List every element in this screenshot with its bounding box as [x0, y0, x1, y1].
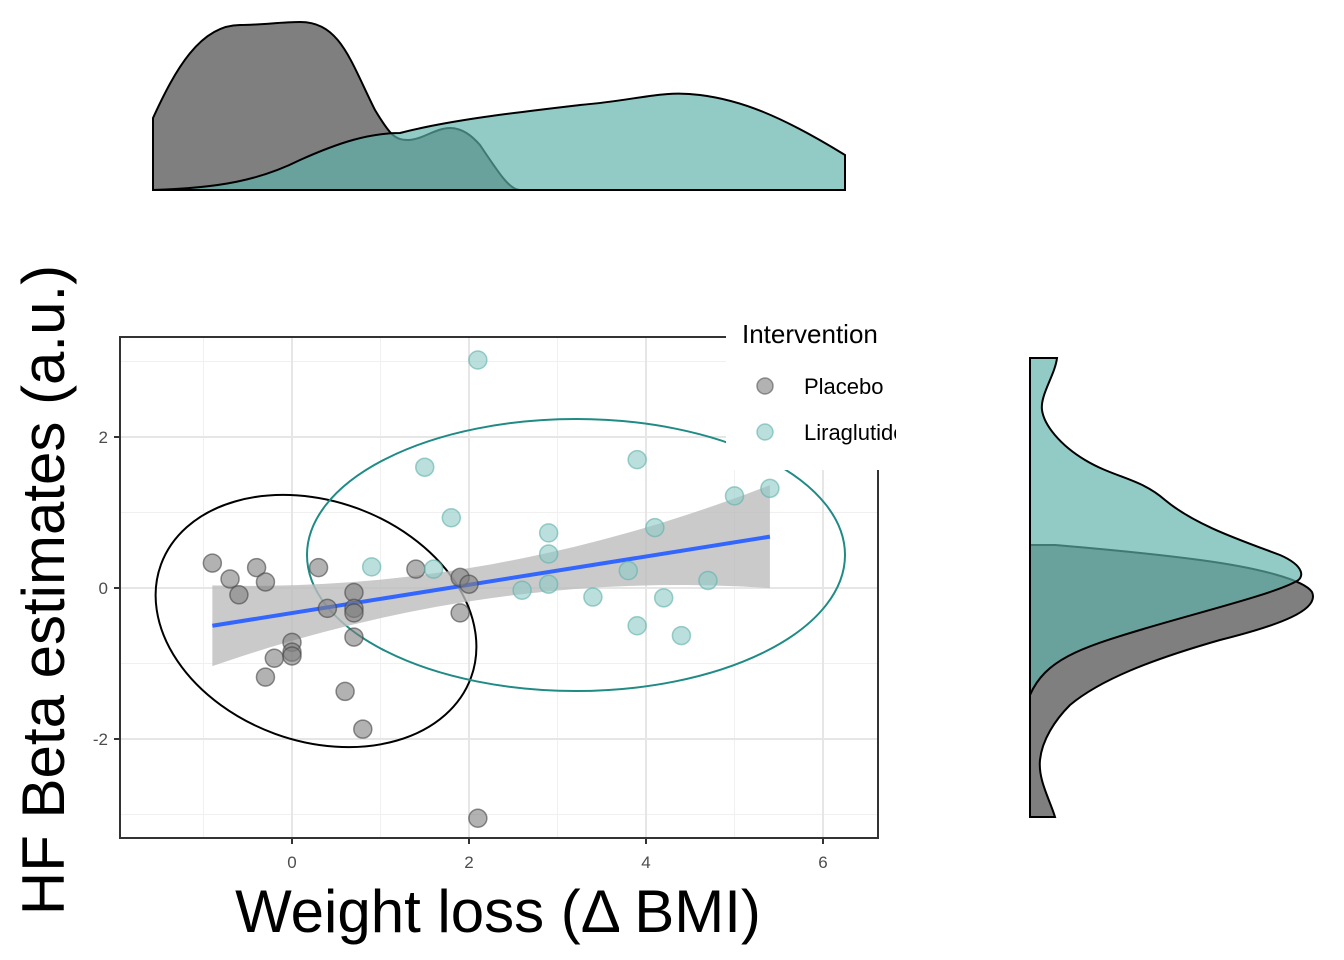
y-axis-title: HF Beta estimates (a.u.): [10, 265, 77, 915]
point-liraglutide: [760, 478, 780, 499]
point-liraglutide: [583, 587, 603, 607]
point-liraglutide: [627, 449, 647, 470]
y-tick-label: -2: [93, 730, 108, 749]
legend-background: [726, 310, 896, 470]
point-liraglutide: [671, 625, 692, 646]
point-placebo: [335, 681, 355, 702]
legend: Intervention Placebo Liraglutide: [726, 310, 906, 470]
legend-key-placebo: [756, 377, 774, 395]
point-placebo: [264, 648, 285, 668]
point-placebo: [246, 557, 267, 578]
axis-ticks: 0 2 4 6 -2 0 2: [93, 428, 828, 872]
point-liraglutide: [618, 560, 639, 581]
ellipse-placebo: [154, 493, 478, 749]
legend-label-liraglutide: Liraglutide: [804, 420, 906, 445]
point-placebo: [406, 559, 426, 579]
y-tick-label: 0: [99, 579, 108, 598]
x-axis-title: Weight loss (Δ BMI): [235, 878, 761, 945]
legend-title: Intervention: [742, 319, 878, 349]
point-liraglutide: [653, 588, 674, 608]
ellipse-liraglutide: [306, 418, 846, 692]
point-placebo: [229, 585, 249, 605]
density-liraglutide-y: [1029, 357, 1303, 696]
point-placebo: [255, 572, 276, 592]
point-placebo: [344, 603, 364, 623]
top-density-plot: [152, 20, 846, 191]
point-liraglutide: [698, 570, 718, 591]
data-points: [202, 350, 780, 829]
point-placebo: [450, 603, 470, 623]
point-placebo: [202, 553, 223, 573]
point-liraglutide: [415, 457, 435, 477]
point-placebo: [308, 557, 329, 578]
confidence-ellipses: [154, 418, 846, 749]
y-tick-label: 2: [99, 428, 108, 447]
point-placebo: [459, 574, 479, 594]
point-placebo: [282, 646, 302, 666]
x-tick-label: 0: [287, 853, 296, 872]
point-liraglutide: [724, 486, 745, 506]
point-liraglutide: [423, 559, 444, 579]
x-tick-label: 2: [464, 853, 473, 872]
point-liraglutide: [627, 616, 647, 636]
point-liraglutide: [361, 557, 382, 577]
point-placebo: [220, 569, 240, 589]
point-liraglutide: [538, 544, 559, 564]
legend-label-placebo: Placebo: [804, 374, 884, 399]
x-tick-label: 4: [641, 853, 650, 872]
legend-key-liraglutide: [756, 423, 774, 441]
point-placebo: [255, 667, 276, 687]
point-liraglutide: [538, 523, 559, 543]
point-placebo: [344, 627, 364, 647]
point-liraglutide: [538, 574, 559, 594]
point-placebo: [353, 719, 373, 739]
right-density-plot: [1029, 357, 1314, 818]
regression-line: [212, 534, 771, 628]
x-tick-label: 6: [818, 853, 827, 872]
point-placebo: [317, 598, 338, 619]
point-liraglutide: [645, 517, 665, 538]
point-placebo: [468, 808, 488, 829]
point-liraglutide: [468, 350, 488, 370]
density-liraglutide-x: [152, 92, 846, 191]
point-liraglutide: [441, 508, 462, 528]
point-liraglutide: [512, 580, 532, 601]
